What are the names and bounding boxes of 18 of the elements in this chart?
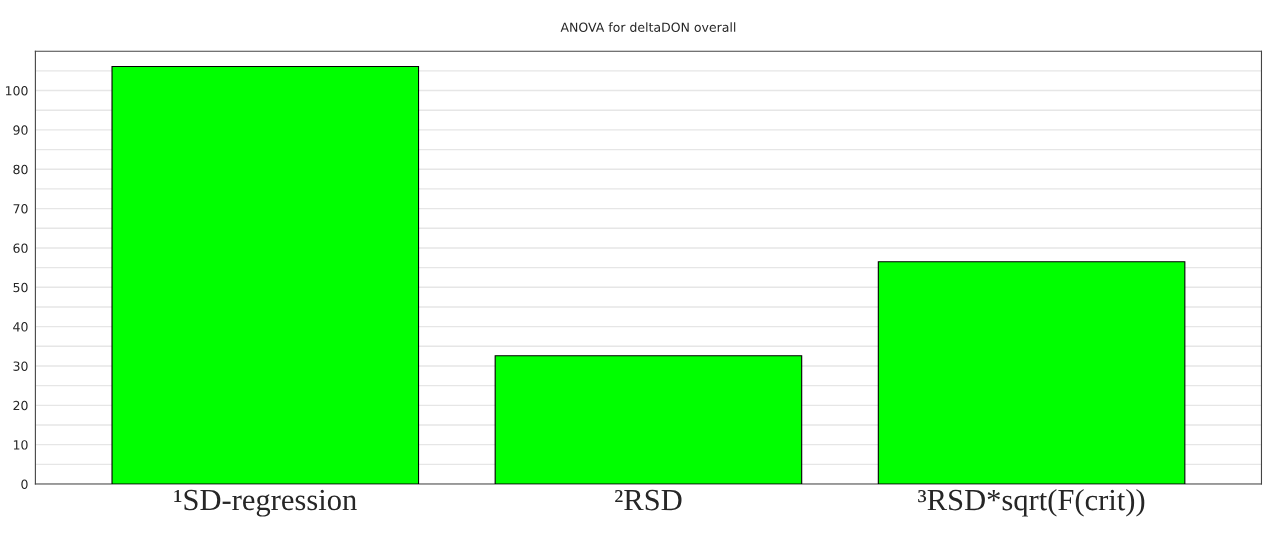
bar [494,355,803,485]
y-tick-label: 30 [13,361,28,371]
x-tick-label: ²RSD [615,489,682,511]
bar [111,65,420,485]
y-tick-label: 60 [13,243,28,253]
bar [877,261,1186,485]
y-tick-label: 10 [13,440,28,450]
y-tick-label: 90 [13,125,28,135]
y-tick-label: 50 [13,282,28,293]
x-tick-label: ¹SD-regression [174,489,357,517]
y-tick-label: 20 [13,400,28,411]
y-tick-label: 70 [13,204,28,214]
y-tick-label: 80 [13,164,28,175]
chart-title: ANOVA for deltaDON overall [560,22,736,32]
x-tick-label: ³RSD*sqrt(F(crit)) [918,488,1145,517]
y-tick-label: 40 [13,322,28,332]
y-tick-label: 0 [21,479,28,489]
y-tick-label: 100 [5,86,28,96]
